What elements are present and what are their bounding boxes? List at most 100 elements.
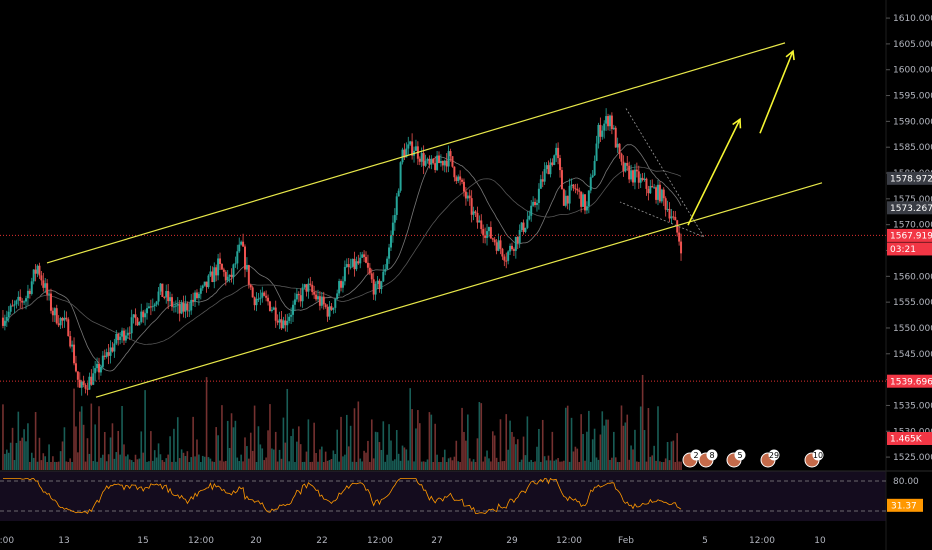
candle-body xyxy=(514,236,517,251)
candle-body xyxy=(132,314,135,318)
candle-body xyxy=(53,308,56,316)
candle-body xyxy=(501,248,504,257)
candle-body xyxy=(190,299,193,311)
volume-bar xyxy=(426,459,429,470)
volume-bar xyxy=(388,424,390,470)
candle-body xyxy=(537,188,540,203)
candle-body xyxy=(201,285,204,289)
candle-body xyxy=(618,143,621,154)
volume-bar xyxy=(353,408,356,470)
candle-body xyxy=(660,189,663,202)
volume-bar xyxy=(217,435,219,470)
candle-body xyxy=(21,300,24,303)
volume-bar xyxy=(613,431,615,470)
candle-body xyxy=(643,178,646,181)
volume-bar xyxy=(328,459,331,470)
volume-bar xyxy=(286,388,289,470)
candle-body xyxy=(101,355,104,367)
candle-body xyxy=(215,267,218,276)
candle-body xyxy=(322,296,325,305)
volume-bar xyxy=(263,460,266,470)
candle-body xyxy=(117,333,120,341)
volume-bar xyxy=(632,449,634,470)
candle-body xyxy=(136,318,139,326)
time-axis: 2:00 13 15 12:00 20 22 12:00 27 29 12:00 Feb 5 12:00… xyxy=(0,536,826,546)
candle-body xyxy=(572,184,575,189)
candle-body xyxy=(478,220,481,223)
candle-body xyxy=(138,321,141,326)
candle-body xyxy=(259,297,262,299)
candle-body xyxy=(332,307,335,310)
volume-bar xyxy=(40,460,43,470)
volume-bar xyxy=(251,450,254,470)
candle-body xyxy=(217,258,220,276)
volume-bar xyxy=(153,450,156,470)
volume-bar xyxy=(486,450,488,470)
candle-body xyxy=(130,317,133,334)
volume-bar xyxy=(420,461,423,470)
candle-body xyxy=(19,296,22,301)
time-tick-label: 13 xyxy=(58,536,69,546)
candle-body xyxy=(635,169,638,172)
volume-bar xyxy=(634,429,636,470)
volume-bar xyxy=(409,388,411,470)
volume-bar xyxy=(17,411,20,470)
candle-body xyxy=(73,344,76,364)
volume-bar xyxy=(636,461,638,470)
candle-body xyxy=(624,162,627,172)
volume-bar xyxy=(551,431,554,470)
volume-bar xyxy=(125,456,127,470)
volume-bar xyxy=(359,458,362,470)
candle-body xyxy=(194,292,197,302)
volume-bar xyxy=(111,423,114,470)
volume-bar xyxy=(196,439,198,470)
volume-bar xyxy=(117,430,120,470)
projection-arrow-2-head xyxy=(785,49,795,61)
candle-body xyxy=(199,288,202,294)
volume-bar xyxy=(182,452,185,470)
volume-bar xyxy=(98,406,100,470)
volume-bar xyxy=(330,459,333,470)
candle-body xyxy=(466,195,469,199)
volume-bar xyxy=(63,427,66,470)
volume-bar xyxy=(413,461,415,470)
price-tick-label: 1535.000 xyxy=(893,401,932,411)
candle-body xyxy=(40,275,43,281)
candle-body xyxy=(155,301,158,305)
candle-body xyxy=(420,153,423,162)
volume-bar xyxy=(48,444,50,470)
candle-body xyxy=(359,257,362,264)
event-count-badge xyxy=(706,449,718,461)
volume-bar xyxy=(57,461,60,470)
candle-body xyxy=(355,261,358,270)
volume-bar xyxy=(472,459,475,470)
volume-bar xyxy=(230,413,233,470)
volume-bar xyxy=(257,426,260,470)
volume-bar xyxy=(424,461,427,470)
candle-body xyxy=(26,290,29,299)
candle-body xyxy=(633,169,636,183)
volume-bar xyxy=(184,455,187,470)
volume-bar xyxy=(392,460,394,470)
candle-body xyxy=(61,318,64,321)
candle-body xyxy=(211,271,214,283)
candle-body xyxy=(3,320,6,326)
volume-bar xyxy=(290,436,292,470)
volume-bar xyxy=(561,461,563,470)
volume-bar xyxy=(244,437,246,470)
volume-bar xyxy=(655,460,657,470)
volume-bar xyxy=(109,437,112,470)
price-tick-label: 1570.000 xyxy=(893,221,932,231)
candle-body xyxy=(526,219,529,228)
candle-body xyxy=(44,283,47,288)
volume-bar xyxy=(601,411,604,470)
volume-bar xyxy=(522,436,525,470)
volume-bar xyxy=(582,434,584,470)
candle-body xyxy=(353,258,356,270)
volume-bar xyxy=(428,412,431,470)
volume-bar xyxy=(259,444,262,470)
volume-bar xyxy=(107,454,110,470)
candle-body xyxy=(382,271,385,282)
